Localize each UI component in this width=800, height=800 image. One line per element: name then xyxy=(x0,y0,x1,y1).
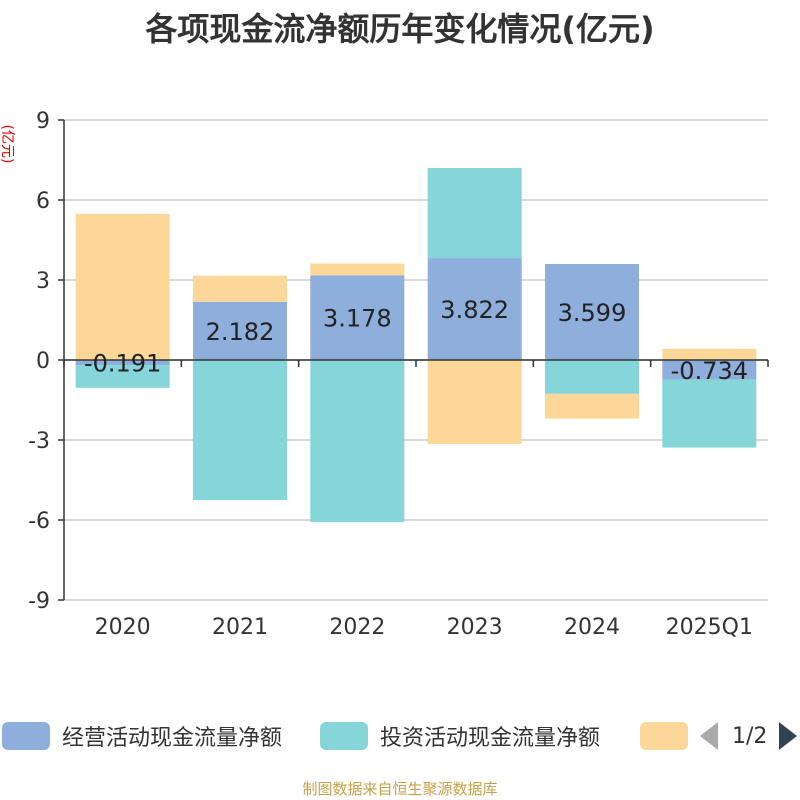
bar-1-2022 xyxy=(310,360,405,523)
data-label-2022: 3.178 xyxy=(323,305,392,333)
bar-1-2025Q1 xyxy=(662,379,757,448)
legend-page-indicator: 1/2 xyxy=(732,723,768,749)
x-tick-label-2020: 2020 xyxy=(95,615,151,640)
bar-2-2020 xyxy=(75,213,170,360)
x-tick-label-2022: 2022 xyxy=(329,615,385,640)
chart-title: 各项现金流净额历年变化情况(亿元) xyxy=(145,10,655,48)
bar-0-2020 xyxy=(75,360,170,366)
bar-1-2021 xyxy=(193,360,287,500)
bar-2-2025Q1 xyxy=(662,348,757,360)
legend-next-page-icon[interactable] xyxy=(779,722,798,750)
legend-item-operating[interactable]: 经营活动现金流量净额 xyxy=(2,716,282,756)
legend-swatch-investing xyxy=(320,722,368,750)
data-label-2025Q1: -0.734 xyxy=(671,357,748,385)
data-label-2024: 3.599 xyxy=(558,299,627,327)
y-tick-label: -6 xyxy=(28,509,50,534)
data-label-2021: 2.182 xyxy=(206,318,275,346)
data-label-2023: 3.822 xyxy=(440,296,509,324)
y-tick-label: -3 xyxy=(28,429,50,454)
legend-swatch-financing xyxy=(640,722,688,750)
legend-swatch-operating xyxy=(2,722,50,750)
bar-1-2023 xyxy=(427,167,522,259)
bar-2-2021 xyxy=(193,275,287,302)
legend: 经营活动现金流量净额 投资活动现金流量净额 1/2 xyxy=(0,716,800,756)
y-tick-label: 3 xyxy=(36,269,50,294)
y-tick-label: 6 xyxy=(36,189,50,214)
y-tick-label: 0 xyxy=(36,349,50,374)
x-tick-label-2024: 2024 xyxy=(564,615,620,640)
y-tick-label: 9 xyxy=(36,109,50,134)
bar-0-2022 xyxy=(310,275,405,360)
legend-label-investing: 投资活动现金流量净额 xyxy=(380,726,601,751)
x-tick-label-2021: 2021 xyxy=(212,615,268,640)
data-label-2020: -0.191 xyxy=(84,350,161,378)
bar-2-2023 xyxy=(427,360,522,444)
bar-0-2023 xyxy=(427,258,522,360)
bar-2-2024 xyxy=(545,393,639,419)
x-tick-label-2023: 2023 xyxy=(447,615,503,640)
legend-prev-page-icon[interactable] xyxy=(700,722,718,750)
x-tick-label-2025Q1: 2025Q1 xyxy=(666,615,753,640)
bar-1-2024 xyxy=(545,360,639,394)
legend-label-operating: 经营活动现金流量净额 xyxy=(62,726,283,751)
bar-1-2020 xyxy=(75,365,170,388)
bar-0-2024 xyxy=(545,264,639,360)
bar-2-2022 xyxy=(310,263,405,276)
data-source-note: 制图数据来自恒生聚源数据库 xyxy=(302,780,498,798)
bar-0-2021 xyxy=(193,301,287,360)
legend-pager: 1/2 xyxy=(700,716,800,756)
bar-0-2025Q1 xyxy=(662,360,757,380)
chart: 9 6 3 0 -3 -6 -9 -0.191 2.182 3.178 3.822 3.599 -0.7… xyxy=(28,109,769,640)
legend-item-financing[interactable] xyxy=(640,716,688,756)
y-tick-label: -9 xyxy=(28,589,50,614)
legend-item-investing[interactable]: 投资活动现金流量净额 xyxy=(320,716,600,756)
